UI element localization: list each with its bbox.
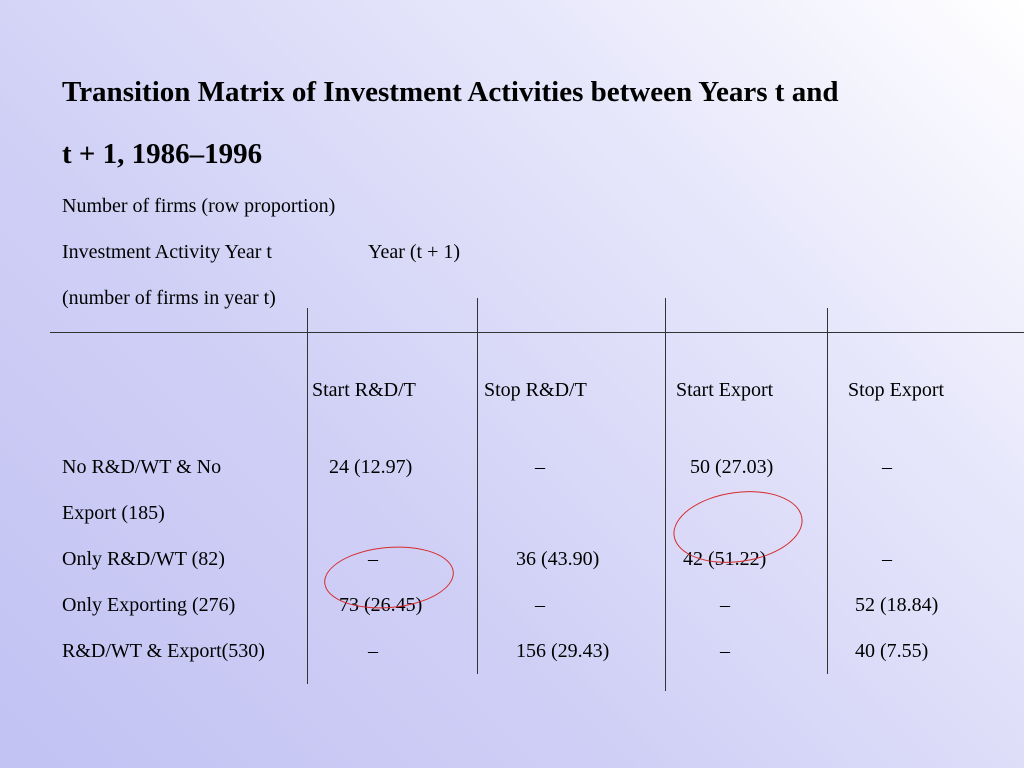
row-label: R&D/WT & Export(530): [62, 640, 265, 662]
table-cell: 24 (12.97): [329, 456, 413, 478]
table-cell: –: [720, 594, 730, 616]
table-cell: 156 (29.43): [516, 640, 610, 662]
subtitle-firms-in-year-t: (number of firms in year t): [62, 287, 276, 309]
column-header-start-rd: Start R&D/T: [312, 379, 416, 401]
table-cell: –: [720, 640, 730, 662]
row-label: Only Exporting (276): [62, 594, 236, 616]
row-label: No R&D/WT & No: [62, 456, 222, 478]
column-header-stop-rd: Stop R&D/T: [484, 379, 587, 401]
table-cell: 40 (7.55): [855, 640, 929, 662]
table-header-rule: [50, 332, 1024, 333]
table-cell: 52 (18.84): [855, 594, 939, 616]
column-divider-1: [307, 308, 308, 684]
column-divider-4: [827, 308, 828, 674]
column-divider-2: [477, 298, 478, 674]
table-cell: 73 (26.45): [339, 594, 423, 616]
table-cell: –: [368, 548, 378, 570]
slide-title-line-1: Transition Matrix of Investment Activiti…: [62, 76, 839, 108]
column-header-start-export: Start Export: [676, 379, 774, 401]
table-cell: –: [535, 456, 545, 478]
subtitle-number-of-firms: Number of firms (row proportion): [62, 195, 336, 217]
row-label: Only R&D/WT (82): [62, 548, 225, 570]
slide-title-line-2: t + 1, 1986–1996: [62, 138, 263, 170]
row-label-continued: Export (185): [62, 502, 165, 524]
table-cell: 42 (51.22): [683, 548, 767, 570]
column-divider-3: [665, 298, 666, 691]
table-cell: –: [882, 456, 892, 478]
table-cell: 50 (27.03): [690, 456, 774, 478]
table-cell: –: [368, 640, 378, 662]
subtitle-investment-activity-year-t: Investment Activity Year t: [62, 241, 272, 263]
table-cell: –: [535, 594, 545, 616]
subtitle-year-t-plus-1: Year (t + 1): [368, 241, 461, 263]
column-header-stop-export: Stop Export: [848, 379, 945, 401]
table-cell: 36 (43.90): [516, 548, 600, 570]
table-cell: –: [882, 548, 892, 570]
